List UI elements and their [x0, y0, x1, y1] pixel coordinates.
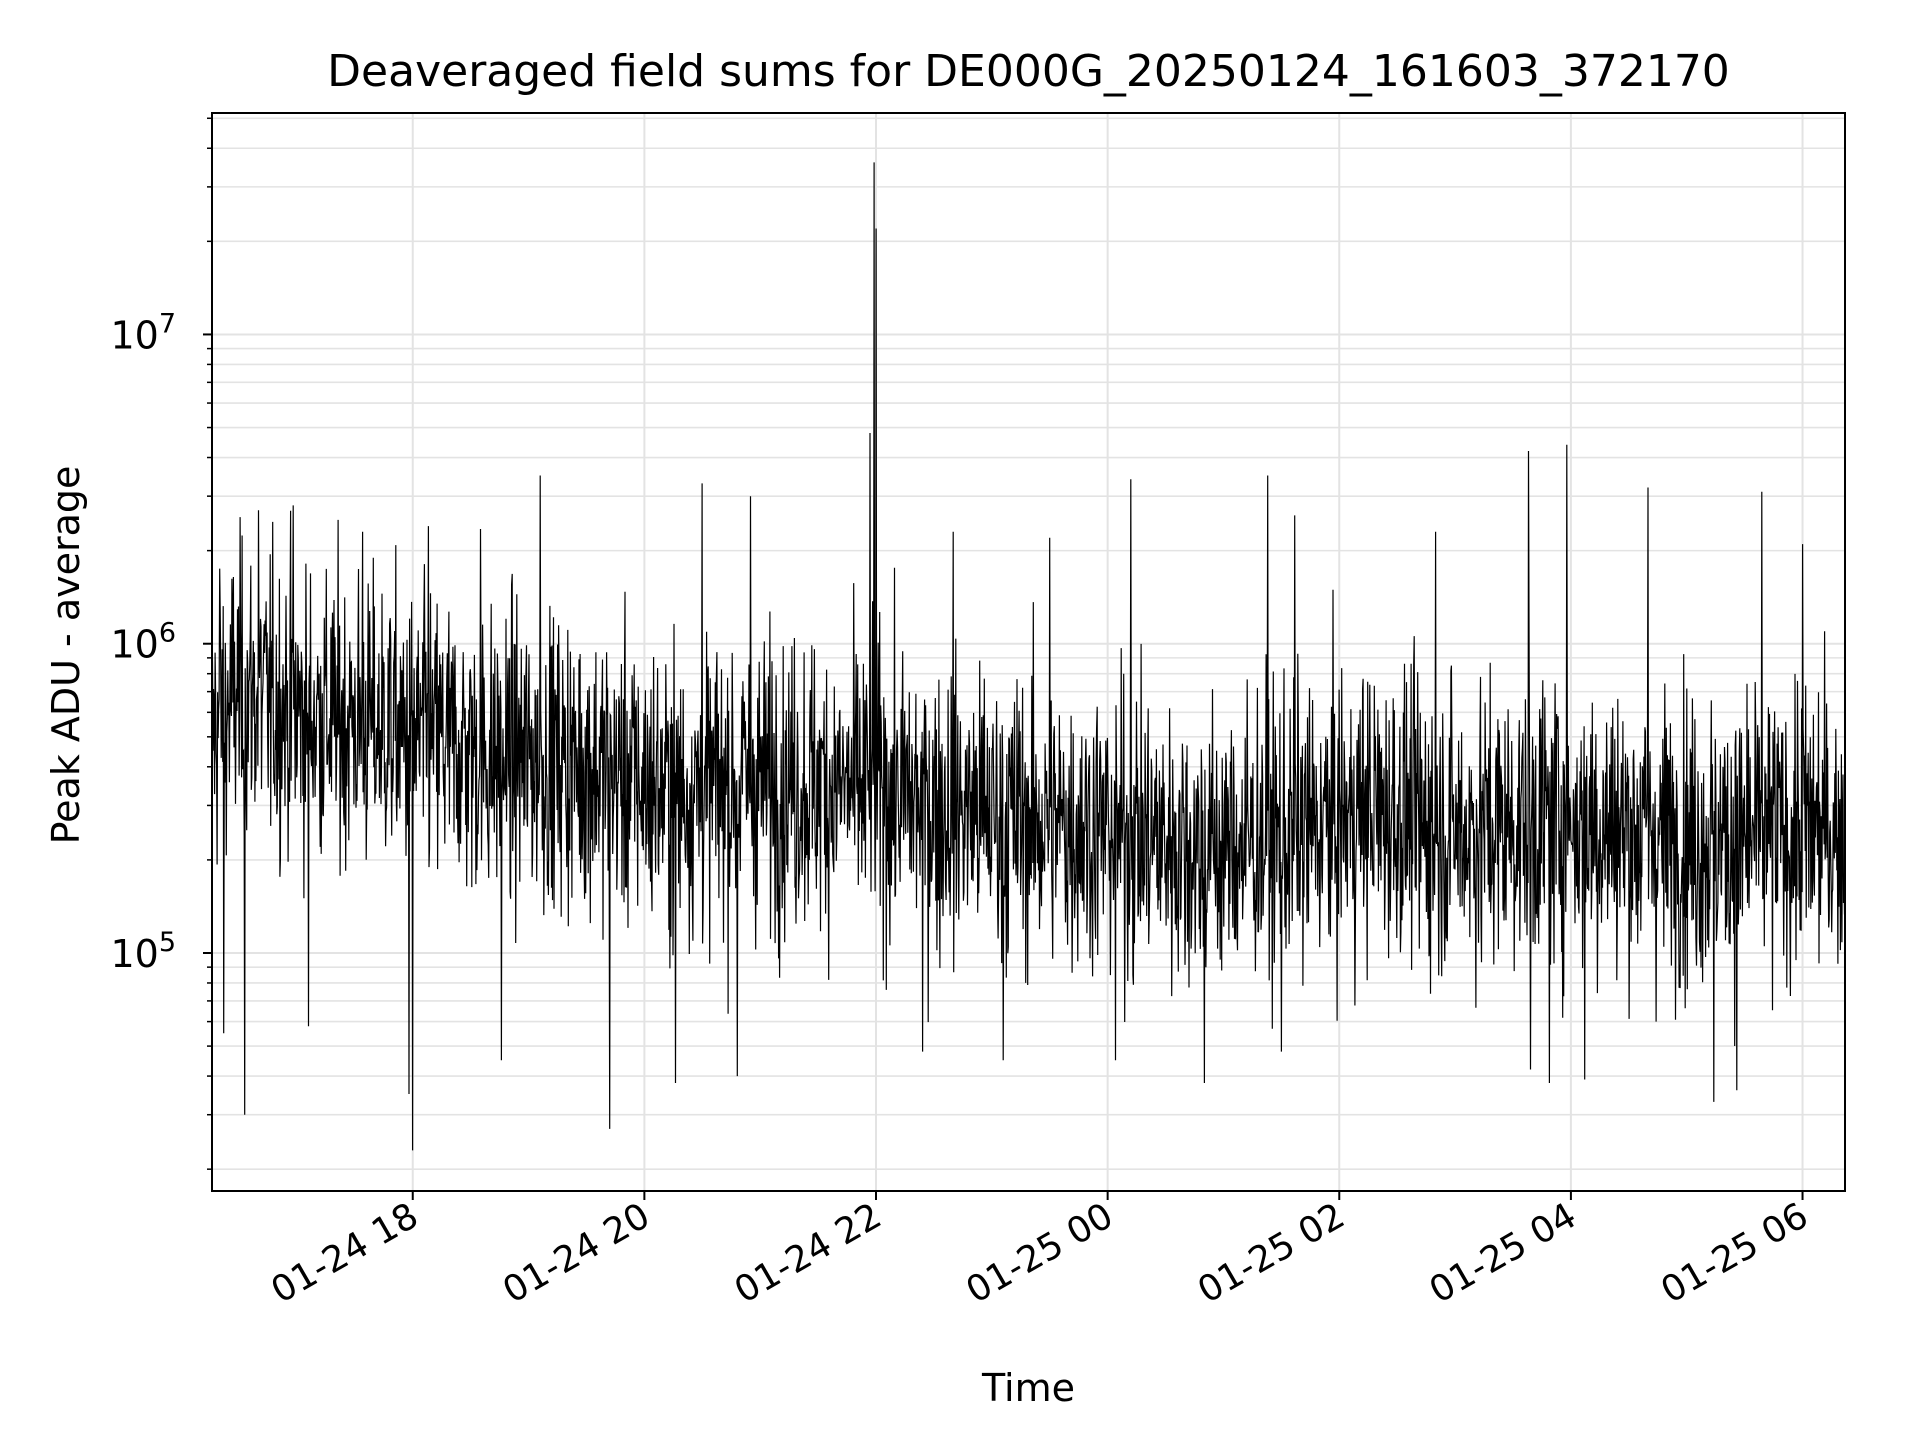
x-tick-label: 01-25 00 [959, 1195, 1120, 1311]
y-tick-label: 107 [110, 308, 176, 357]
chart-title: Deaveraged field sums for DE000G_2025012… [327, 46, 1730, 97]
series-line [211, 162, 1846, 1151]
x-tick-label: 01-25 02 [1191, 1195, 1352, 1311]
y-tick-label: 106 [110, 618, 176, 667]
x-axis-ticks: 01-24 18 01-24 20 01-24 22 01-25 00 01-25 02… [265, 1191, 1815, 1312]
x-tick-label: 01-25 04 [1423, 1195, 1584, 1311]
x-tick-label: 01-24 22 [728, 1195, 889, 1311]
y-tick-label: 105 [110, 927, 176, 976]
x-axis-label: Time [982, 1366, 1075, 1410]
x-tick-label: 01-24 18 [265, 1195, 426, 1311]
y-axis-ticks: 105 106 107 [110, 308, 212, 976]
x-tick-label: 01-24 20 [496, 1195, 657, 1311]
plot-area-frame [211, 112, 1846, 1192]
x-tick-label: 01-25 06 [1654, 1195, 1815, 1311]
data-series [211, 162, 1846, 1151]
y-axis-label: Peak ADU - average [44, 465, 88, 845]
